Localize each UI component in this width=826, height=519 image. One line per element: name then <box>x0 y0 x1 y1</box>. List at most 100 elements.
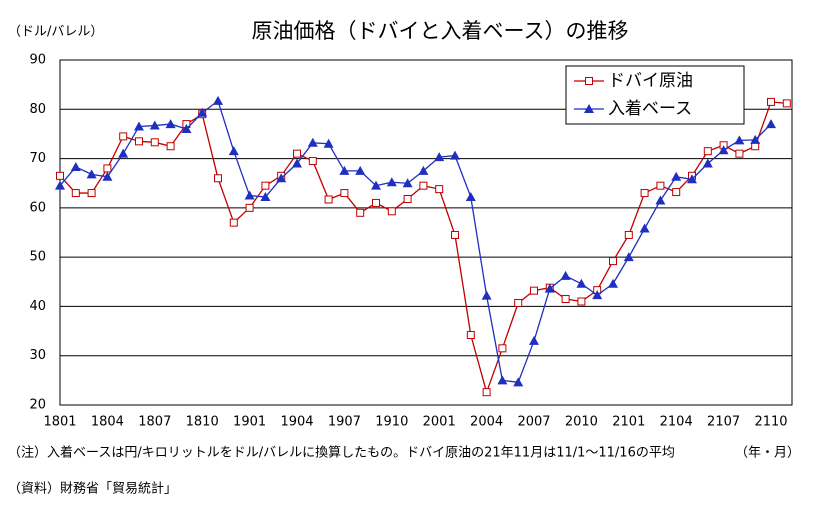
x-tick-label: 2110 <box>754 415 787 430</box>
marker <box>481 290 492 300</box>
y-axis-label: （ドル/バレル） <box>8 25 103 40</box>
marker <box>403 194 412 203</box>
marker <box>703 147 712 156</box>
marker <box>386 177 397 187</box>
marker <box>355 165 366 175</box>
marker <box>451 230 459 239</box>
plot-frame <box>59 59 793 406</box>
marker <box>672 188 681 197</box>
marker <box>324 195 333 204</box>
legend-label: 入着ベース <box>608 99 692 119</box>
marker <box>213 95 223 105</box>
x-tick-label: 1910 <box>375 415 408 430</box>
marker <box>135 137 143 146</box>
marker <box>371 180 381 190</box>
x-tick-label: 2010 <box>565 415 598 430</box>
y-tick-label: 30 <box>29 348 46 363</box>
y-tick-label: 70 <box>29 151 46 166</box>
marker <box>293 149 301 158</box>
marker <box>465 192 476 202</box>
marker <box>608 278 618 288</box>
marker <box>561 295 570 304</box>
marker <box>656 181 665 190</box>
x-tick-label: 1801 <box>43 415 76 430</box>
marker <box>323 138 334 148</box>
marker <box>292 158 302 168</box>
legend-marker <box>585 77 593 85</box>
x-tick-label: 1804 <box>91 415 124 430</box>
marker <box>419 181 428 190</box>
marker <box>655 195 666 205</box>
marker <box>119 132 128 141</box>
marker <box>435 185 444 194</box>
marker <box>307 137 318 147</box>
note: （注）入着ベースは円/キロリットルをドル/バレルに換算したもの。ドバイ原油の21… <box>8 445 675 461</box>
marker <box>260 192 271 202</box>
y-tick-label: 60 <box>29 200 46 215</box>
marker <box>766 119 776 129</box>
marker <box>782 99 791 108</box>
marker <box>529 335 539 345</box>
marker <box>87 189 96 198</box>
marker <box>149 120 160 130</box>
marker <box>482 388 491 397</box>
x-axis-label: （年・月） <box>735 446 800 461</box>
marker <box>356 208 365 217</box>
marker <box>387 207 396 216</box>
x-tick-label: 2004 <box>470 415 503 430</box>
marker <box>609 257 617 266</box>
marker <box>134 121 144 131</box>
marker <box>466 331 475 340</box>
x-tick-label: 1901 <box>233 415 266 430</box>
marker <box>734 135 745 145</box>
chart-title: 原油価格（ドバイと入着ベース）の推移 <box>252 19 629 43</box>
marker <box>639 223 650 233</box>
series-line <box>59 99 772 384</box>
legend-box <box>565 65 745 125</box>
marker <box>434 152 445 162</box>
x-tick-label: 1810 <box>186 415 219 430</box>
marker <box>228 146 239 156</box>
marker <box>340 189 349 198</box>
marker <box>514 298 523 307</box>
y-tick-label: 80 <box>29 102 46 117</box>
marker <box>197 107 208 117</box>
x-tick-label: 2104 <box>660 415 693 430</box>
marker <box>165 119 176 129</box>
legend-label: ドバイ原油 <box>608 71 693 91</box>
marker <box>181 124 192 133</box>
marker <box>735 149 744 158</box>
marker <box>372 198 380 207</box>
marker <box>418 165 429 175</box>
marker <box>560 270 571 280</box>
marker <box>450 150 460 160</box>
marker <box>55 180 65 190</box>
marker <box>276 173 287 183</box>
marker <box>102 171 113 181</box>
marker <box>750 134 761 144</box>
marker <box>513 377 524 387</box>
marker <box>623 252 634 262</box>
marker <box>86 169 97 179</box>
x-tick-label: 1907 <box>328 415 361 430</box>
x-tick-label: 2107 <box>707 415 740 430</box>
marker <box>577 297 586 306</box>
marker <box>150 138 159 147</box>
marker <box>308 157 317 166</box>
marker <box>56 171 64 180</box>
x-tick-label: 2007 <box>517 415 550 430</box>
marker <box>261 181 270 190</box>
marker <box>544 283 555 293</box>
marker <box>671 171 682 181</box>
marker <box>70 161 81 171</box>
marker <box>640 189 649 198</box>
marker <box>767 97 775 106</box>
y-tick-label: 50 <box>29 250 46 265</box>
marker <box>592 290 603 300</box>
marker <box>244 190 255 200</box>
marker <box>229 218 238 227</box>
x-tick-label: 2001 <box>423 415 456 430</box>
source: （資料）財務省「貿易統計」 <box>8 481 177 497</box>
x-tick-label: 1807 <box>138 415 171 430</box>
